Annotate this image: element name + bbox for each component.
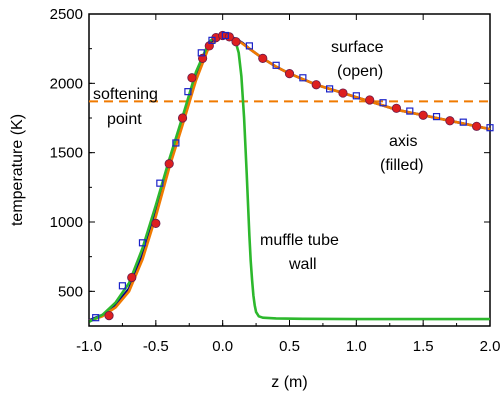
axis-marker <box>284 69 295 79</box>
axis-marker <box>258 53 268 63</box>
surface-marker <box>245 42 253 50</box>
surface-marker <box>92 314 100 322</box>
plot-frame <box>88 13 491 327</box>
x-tick-label: -1.0 <box>76 338 102 355</box>
surface-marker <box>208 36 216 44</box>
y-tick-label: 1000 <box>50 214 83 231</box>
surface-marker <box>326 85 334 93</box>
axis-marker <box>151 218 161 228</box>
annotation-surface-line-2: (open) <box>337 63 383 80</box>
axis-marker <box>127 272 137 283</box>
x-tick-label: 1.0 <box>346 338 367 355</box>
axis-marker <box>164 159 174 169</box>
axis-marker <box>338 88 348 98</box>
y-tick-label: 1500 <box>50 145 83 162</box>
axis-marker <box>365 95 375 105</box>
series-line-3 <box>88 33 490 323</box>
annotation-muffle-line-1: muffle tube <box>260 232 339 249</box>
surface-marker <box>184 88 192 96</box>
surface-marker <box>299 74 307 82</box>
annotation-softening-line-1: softening <box>93 86 158 103</box>
surface-marker <box>486 124 494 132</box>
axis-marker <box>177 113 188 123</box>
y-tick-label: 2500 <box>50 6 83 23</box>
surface-marker <box>118 282 127 290</box>
axis-marker <box>311 80 321 90</box>
surface-marker <box>197 49 205 57</box>
surface-marker <box>138 239 147 247</box>
x-tick-label: 1.5 <box>413 338 434 355</box>
y-tick-label: 500 <box>58 283 83 300</box>
x-tick-label: 0.5 <box>279 338 300 355</box>
axis-marker <box>187 73 197 83</box>
annotation-axis-line-1: axis <box>389 133 417 150</box>
plot-area: -1.0 -0.5 0.0 0.5 1.0 1.5 2.0 500 1000 1500 2000 25… <box>50 6 501 355</box>
x-tick-label: -0.5 <box>143 338 169 355</box>
surface-marker <box>432 113 441 121</box>
axis-marker <box>445 116 455 126</box>
surface-marker <box>379 99 387 107</box>
surface-marker <box>272 61 280 69</box>
x-axis-title: z (m) <box>271 374 307 391</box>
annotation-surface-line-1: surface <box>331 39 384 56</box>
surface-marker <box>352 92 360 100</box>
annotation-axis-line-2: (filled) <box>380 157 424 174</box>
annotation-softening-line-2: point <box>107 111 142 128</box>
y-axis-title: temperature (K) <box>9 114 26 226</box>
surface-marker <box>156 179 164 187</box>
axis-marker <box>104 310 114 321</box>
series-layer <box>88 30 494 323</box>
surface-marker <box>406 107 414 115</box>
surface-marker <box>459 118 467 126</box>
series-line-2 <box>88 34 491 323</box>
axis-marker <box>231 37 241 47</box>
series-line-1 <box>88 34 491 322</box>
surface-marker <box>221 31 229 40</box>
surface-marker <box>172 139 180 147</box>
x-tick-label: 0.0 <box>212 338 233 355</box>
axis-marker <box>472 121 482 131</box>
axis-marker <box>418 110 428 120</box>
ticks-layer: -1.0 -0.5 0.0 0.5 1.0 1.5 2.0 500 1000 1500 2000 25… <box>50 6 501 355</box>
annotation-muffle-line-2: wall <box>288 256 317 273</box>
x-tick-label: 2.0 <box>480 338 501 355</box>
y-tick-label: 2000 <box>50 75 83 92</box>
axis-marker <box>391 103 402 113</box>
